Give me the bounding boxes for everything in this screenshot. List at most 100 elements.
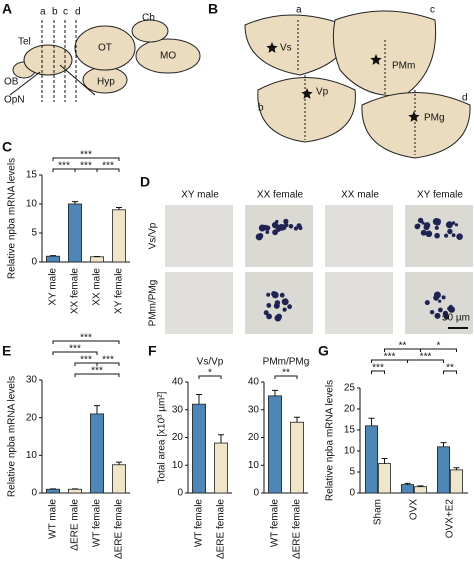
error-bar (196, 393, 202, 405)
section-d (361, 92, 471, 159)
chart-title: Vs/Vp (197, 357, 224, 368)
stained-cell (271, 291, 277, 297)
stained-cell (451, 221, 456, 225)
y-tick-label: 25 (344, 383, 356, 394)
significance-label: *** (102, 355, 114, 366)
bar (68, 203, 83, 263)
bar (449, 469, 463, 494)
micrograph (245, 205, 313, 267)
y-tick-label: 20 (26, 412, 38, 423)
region-label: Vs (280, 43, 292, 54)
stained-cell (444, 233, 449, 238)
y-tick-label: 0 (31, 488, 37, 499)
y-tick-label: 0 (253, 488, 259, 499)
significance-bracket (419, 348, 457, 352)
significance-label: * (208, 368, 212, 379)
panel-letter: F (148, 343, 157, 359)
stained-cell (296, 223, 302, 229)
y-tick-label: 5 (31, 228, 37, 239)
row-label: PMm/PMg (148, 280, 159, 327)
nucleus-star (266, 42, 278, 53)
error-bar (50, 255, 56, 257)
section-c (332, 10, 437, 97)
error-bar (294, 416, 300, 423)
region-label: c (63, 7, 68, 18)
bar (90, 413, 105, 494)
region-label: d (462, 93, 468, 104)
bar (267, 395, 282, 494)
stained-cell (266, 313, 272, 320)
stained-cell (288, 224, 294, 229)
bar (400, 484, 415, 494)
region-label: Vp (316, 87, 329, 98)
optic-nerve (9, 64, 96, 96)
significance-bracket (443, 370, 457, 374)
stained-cell (420, 229, 427, 236)
significance-bracket (52, 157, 120, 161)
x-tick-label: ΔERE female (114, 499, 125, 559)
region-label: d (75, 7, 81, 18)
tel-shape (23, 44, 73, 76)
y-tick-label: 20 (172, 432, 184, 443)
significance-bracket (371, 370, 385, 374)
stained-cell (424, 300, 430, 306)
section-a (244, 14, 347, 76)
stained-cell (433, 294, 439, 301)
micrograph (325, 205, 393, 267)
bar (46, 488, 61, 494)
significance-label: *** (80, 161, 92, 172)
x-tick-label: ΔERE female (216, 499, 227, 559)
bar (289, 421, 304, 494)
stained-cell (293, 226, 298, 231)
stained-cell (275, 219, 279, 224)
nucleus-star (408, 111, 420, 122)
y-axis-label: Relative npba mRNA levels (325, 380, 336, 501)
stained-cell (425, 230, 433, 238)
stained-cell (275, 224, 283, 232)
bar (112, 209, 127, 263)
significance-bracket (74, 373, 120, 377)
sections-diagram (244, 10, 471, 159)
stained-cell (436, 218, 441, 224)
x-tick-label: XX female (70, 268, 81, 315)
stained-cell (438, 307, 443, 313)
significance-bracket (74, 362, 98, 366)
region-label: Cb (142, 13, 155, 24)
error-bar (417, 485, 424, 487)
stained-cell (287, 304, 292, 310)
y-tick-label: 5 (349, 467, 355, 478)
bar (90, 256, 105, 263)
stained-cell (281, 298, 289, 306)
stained-cell (423, 222, 431, 229)
y-axis-label: Relative npba mRNA levels (7, 158, 18, 279)
y-tick-label: 10 (172, 460, 184, 471)
significance-bracket (52, 340, 120, 344)
significance-label: *** (102, 161, 114, 172)
panel-letter: A (2, 1, 12, 17)
midlines (297, 20, 416, 155)
bar (377, 463, 391, 494)
region-label: PMm (392, 61, 415, 72)
y-axis-label: Total area [x10³ µm²] (157, 391, 168, 483)
error-bar (116, 461, 122, 465)
region-label: a (296, 5, 302, 16)
stained-cell (438, 299, 442, 303)
significance-label: *** (372, 363, 384, 374)
stained-cell (456, 233, 463, 240)
bar (364, 425, 379, 494)
y-axis-label: Relative npba mRNA levels (7, 376, 18, 497)
stained-cell (454, 223, 458, 227)
x-tick-label: ΔERE male (70, 499, 81, 551)
stained-cell (434, 312, 441, 319)
y-tick-label: 20 (248, 432, 260, 443)
significance-label: *** (384, 352, 396, 363)
stained-cell (266, 292, 271, 297)
stained-cell (266, 303, 272, 308)
bar (68, 488, 83, 494)
mo-shape (135, 38, 201, 74)
region-label: c (430, 5, 435, 16)
panel-letter: C (2, 139, 12, 155)
column-header: XY female (417, 190, 463, 201)
y-tick-label: 40 (172, 377, 184, 388)
y-tick-label: 0 (177, 488, 183, 499)
